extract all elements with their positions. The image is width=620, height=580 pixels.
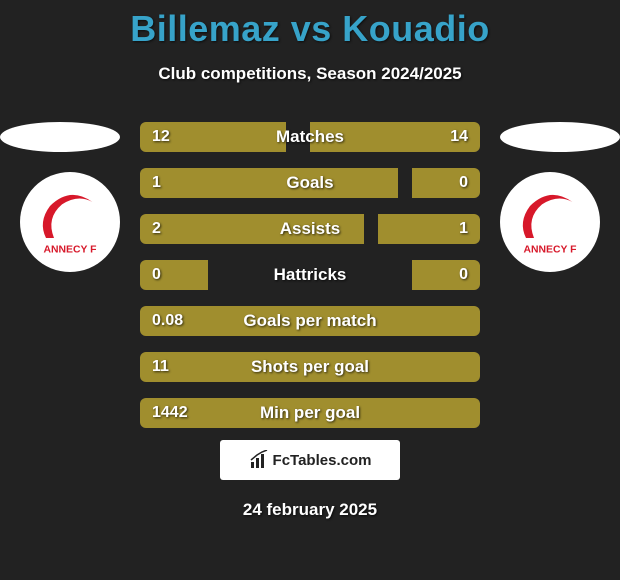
svg-text:ANNECY F: ANNECY F	[524, 244, 577, 255]
stat-row: 0.08Goals per match	[140, 306, 480, 336]
stat-value-right: 0	[459, 260, 468, 290]
stat-value-left: 0	[152, 260, 161, 290]
stat-label: Shots per goal	[140, 352, 480, 382]
stat-value-left: 1	[152, 168, 161, 198]
stat-row: 12 14Matches	[140, 122, 480, 152]
stat-value-left: 0.08	[152, 306, 183, 336]
club-logo-left: ANNECY F	[20, 172, 120, 272]
svg-text:ANNECY F: ANNECY F	[44, 244, 97, 255]
stat-label: Matches	[140, 122, 480, 152]
footer-brand[interactable]: FcTables.com	[220, 440, 400, 480]
stat-label: Goals per match	[140, 306, 480, 336]
stat-row: 1442Min per goal	[140, 398, 480, 428]
stat-value-right: 0	[459, 168, 468, 198]
annecy-logo-icon: ANNECY F	[30, 182, 110, 262]
stat-value-left: 1442	[152, 398, 188, 428]
stat-value-left: 12	[152, 122, 170, 152]
stat-value-left: 11	[152, 352, 169, 382]
page-subtitle: Club competitions, Season 2024/2025	[0, 64, 620, 84]
stats-bars: 1214Matches10Goals21Assists00Hattricks0.…	[140, 122, 480, 444]
player-photo-right	[500, 122, 620, 152]
stat-row: 2 1Assists	[140, 214, 480, 244]
stat-label: Goals	[140, 168, 480, 198]
stat-value-left: 2	[152, 214, 161, 244]
stat-row: 11Shots per goal	[140, 352, 480, 382]
page-title: Billemaz vs Kouadio	[0, 0, 620, 50]
stat-value-right: 1	[459, 214, 468, 244]
bar-gap	[364, 214, 378, 244]
stat-row: 1 0Goals	[140, 168, 480, 198]
chart-icon	[249, 450, 269, 470]
player-photo-left	[0, 122, 120, 152]
stat-row: 00Hattricks	[140, 260, 480, 290]
club-logo-right: ANNECY F	[500, 172, 600, 272]
stat-label: Assists	[140, 214, 480, 244]
bar-gap	[208, 260, 412, 290]
stat-value-right: 14	[450, 122, 468, 152]
annecy-logo-icon: ANNECY F	[510, 182, 590, 262]
date-label: 24 february 2025	[0, 500, 620, 520]
footer-brand-text: FcTables.com	[273, 452, 372, 469]
stat-label: Min per goal	[140, 398, 480, 428]
bar-gap	[286, 122, 310, 152]
bar-gap	[398, 168, 412, 198]
